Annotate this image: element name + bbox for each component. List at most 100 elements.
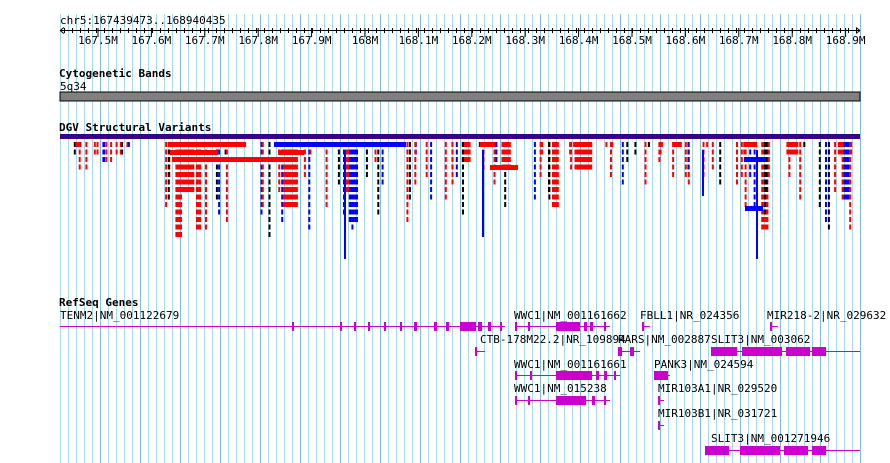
gene-label[interactable]: WWC1|NM_015238 [514,382,607,395]
dgv-variant [119,142,122,147]
dgv-variant [374,149,377,155]
dgv-variant [225,164,228,170]
dgv-variant [610,142,612,147]
dgv-variant [719,157,722,162]
dgv-variant [764,164,767,170]
dgv-variant [749,164,752,170]
dgv-variant [462,149,464,155]
dgv-variant [167,172,170,177]
dgv-variant [165,142,168,147]
dgv-variant [493,172,496,177]
gene-label[interactable]: RARS|NM_002887 [618,333,711,346]
dgv-variant [761,217,769,222]
dgv-variant [175,187,182,192]
gene-label[interactable]: SLIT3|NM_003062 [711,333,811,346]
dgv-variant [175,217,182,222]
dgv-variant [825,187,827,192]
dgv-variant [309,149,312,155]
dgv-variant [281,179,284,185]
dgv-variant [175,224,182,230]
dgv-variant [554,149,557,155]
dgv-variant [849,172,852,177]
dgv-variant [175,164,182,170]
dgv-variant [574,149,593,155]
dgv-variant [843,164,850,170]
dgv-variant [325,157,328,162]
gene-exon [770,322,772,331]
dgv-variant [767,164,770,170]
dgv-variant [803,142,806,147]
coordinate-readout: chr5:167439473..168940435 [60,14,226,27]
gene-exon [528,396,530,405]
dgv-variant [377,187,380,192]
dgv-variant [570,157,573,162]
dgv-variant [115,142,118,147]
dgv-variant [849,202,852,207]
dgv-variant [533,157,536,162]
dgv-variant [381,164,384,170]
dgv-track-title[interactable]: DGV Structural Variants [59,121,212,134]
dgv-variant [621,157,624,162]
gene-label[interactable]: FBLL1|NR_024356 [640,309,740,322]
ruler-tick-label: 167.9M [291,34,332,47]
dgv-variant [408,164,411,170]
dgv-variant [825,202,827,207]
dgv-variant [849,179,852,185]
dgv-variant [225,209,228,215]
dgv-variant [551,194,559,200]
gene-label[interactable]: SLIT3|NM_001271946 [711,432,831,445]
gene-label[interactable]: WWC1|NM_001161661 [514,358,627,371]
dgv-variant [740,172,743,177]
gene-exon [292,322,294,331]
dgv-variant [337,179,340,185]
dgv-variant [740,164,743,170]
ruler-tick-label: 168.3M [505,34,546,47]
dgv-variant [490,165,518,170]
gene-label[interactable]: PANK3|NM_024594 [654,358,754,371]
gene-label[interactable]: CTB-178M22.2|NR_109894 [480,333,626,346]
gene-label[interactable]: MIR103A1|NR_029520 [658,382,778,395]
dgv-variant [827,224,830,230]
dgv-variant [167,194,170,200]
dgv-variant [179,164,195,170]
dgv-variant [786,142,799,147]
gene-exon [515,371,517,380]
dgv-variant [260,194,263,200]
dgv-variant [408,172,411,177]
dgv-variant [408,179,411,185]
ruler-arrow-ends [59,27,861,34]
dgv-variant [659,149,662,155]
dgv-variant [753,179,756,185]
dgv-variant [444,157,447,162]
dgv-variant [344,187,349,192]
dgv-variant [554,179,557,185]
dgv-variant [205,194,207,200]
dgv-variant [825,217,827,222]
gene-label[interactable]: WWC1|NM_001161662 [514,309,627,322]
dgv-variant [96,149,99,155]
dgv-variant [325,179,328,185]
dgv-variant [610,149,612,155]
cytoband-track-title[interactable]: Cytogenetic Bands [59,67,172,80]
dgv-variant [673,142,682,147]
dgv-variant [414,172,417,177]
dgv-variant [224,149,227,155]
dgv-variant [548,194,551,200]
dgv-variant [165,187,168,192]
dgv-variant [261,172,264,177]
dgv-variant [337,149,340,155]
dgv-variant [834,142,837,147]
gene-label[interactable]: TENM2|NM_001122679 [60,309,180,322]
dgv-variant [765,157,768,162]
dgv-variant [451,179,454,185]
gene-label[interactable]: MIR218-2|NR_029632 [767,309,887,322]
dgv-variant [849,194,852,200]
gene-label[interactable]: MIR103B1|NR_031721 [658,407,778,420]
dgv-variant [827,209,830,215]
ruler-tick-label: 167.5M [78,34,118,47]
dgv-variant [85,149,88,155]
dgv-variant [377,209,380,215]
refseq-track-title[interactable]: RefSeq Genes [59,296,139,309]
dgv-variant [825,164,827,170]
